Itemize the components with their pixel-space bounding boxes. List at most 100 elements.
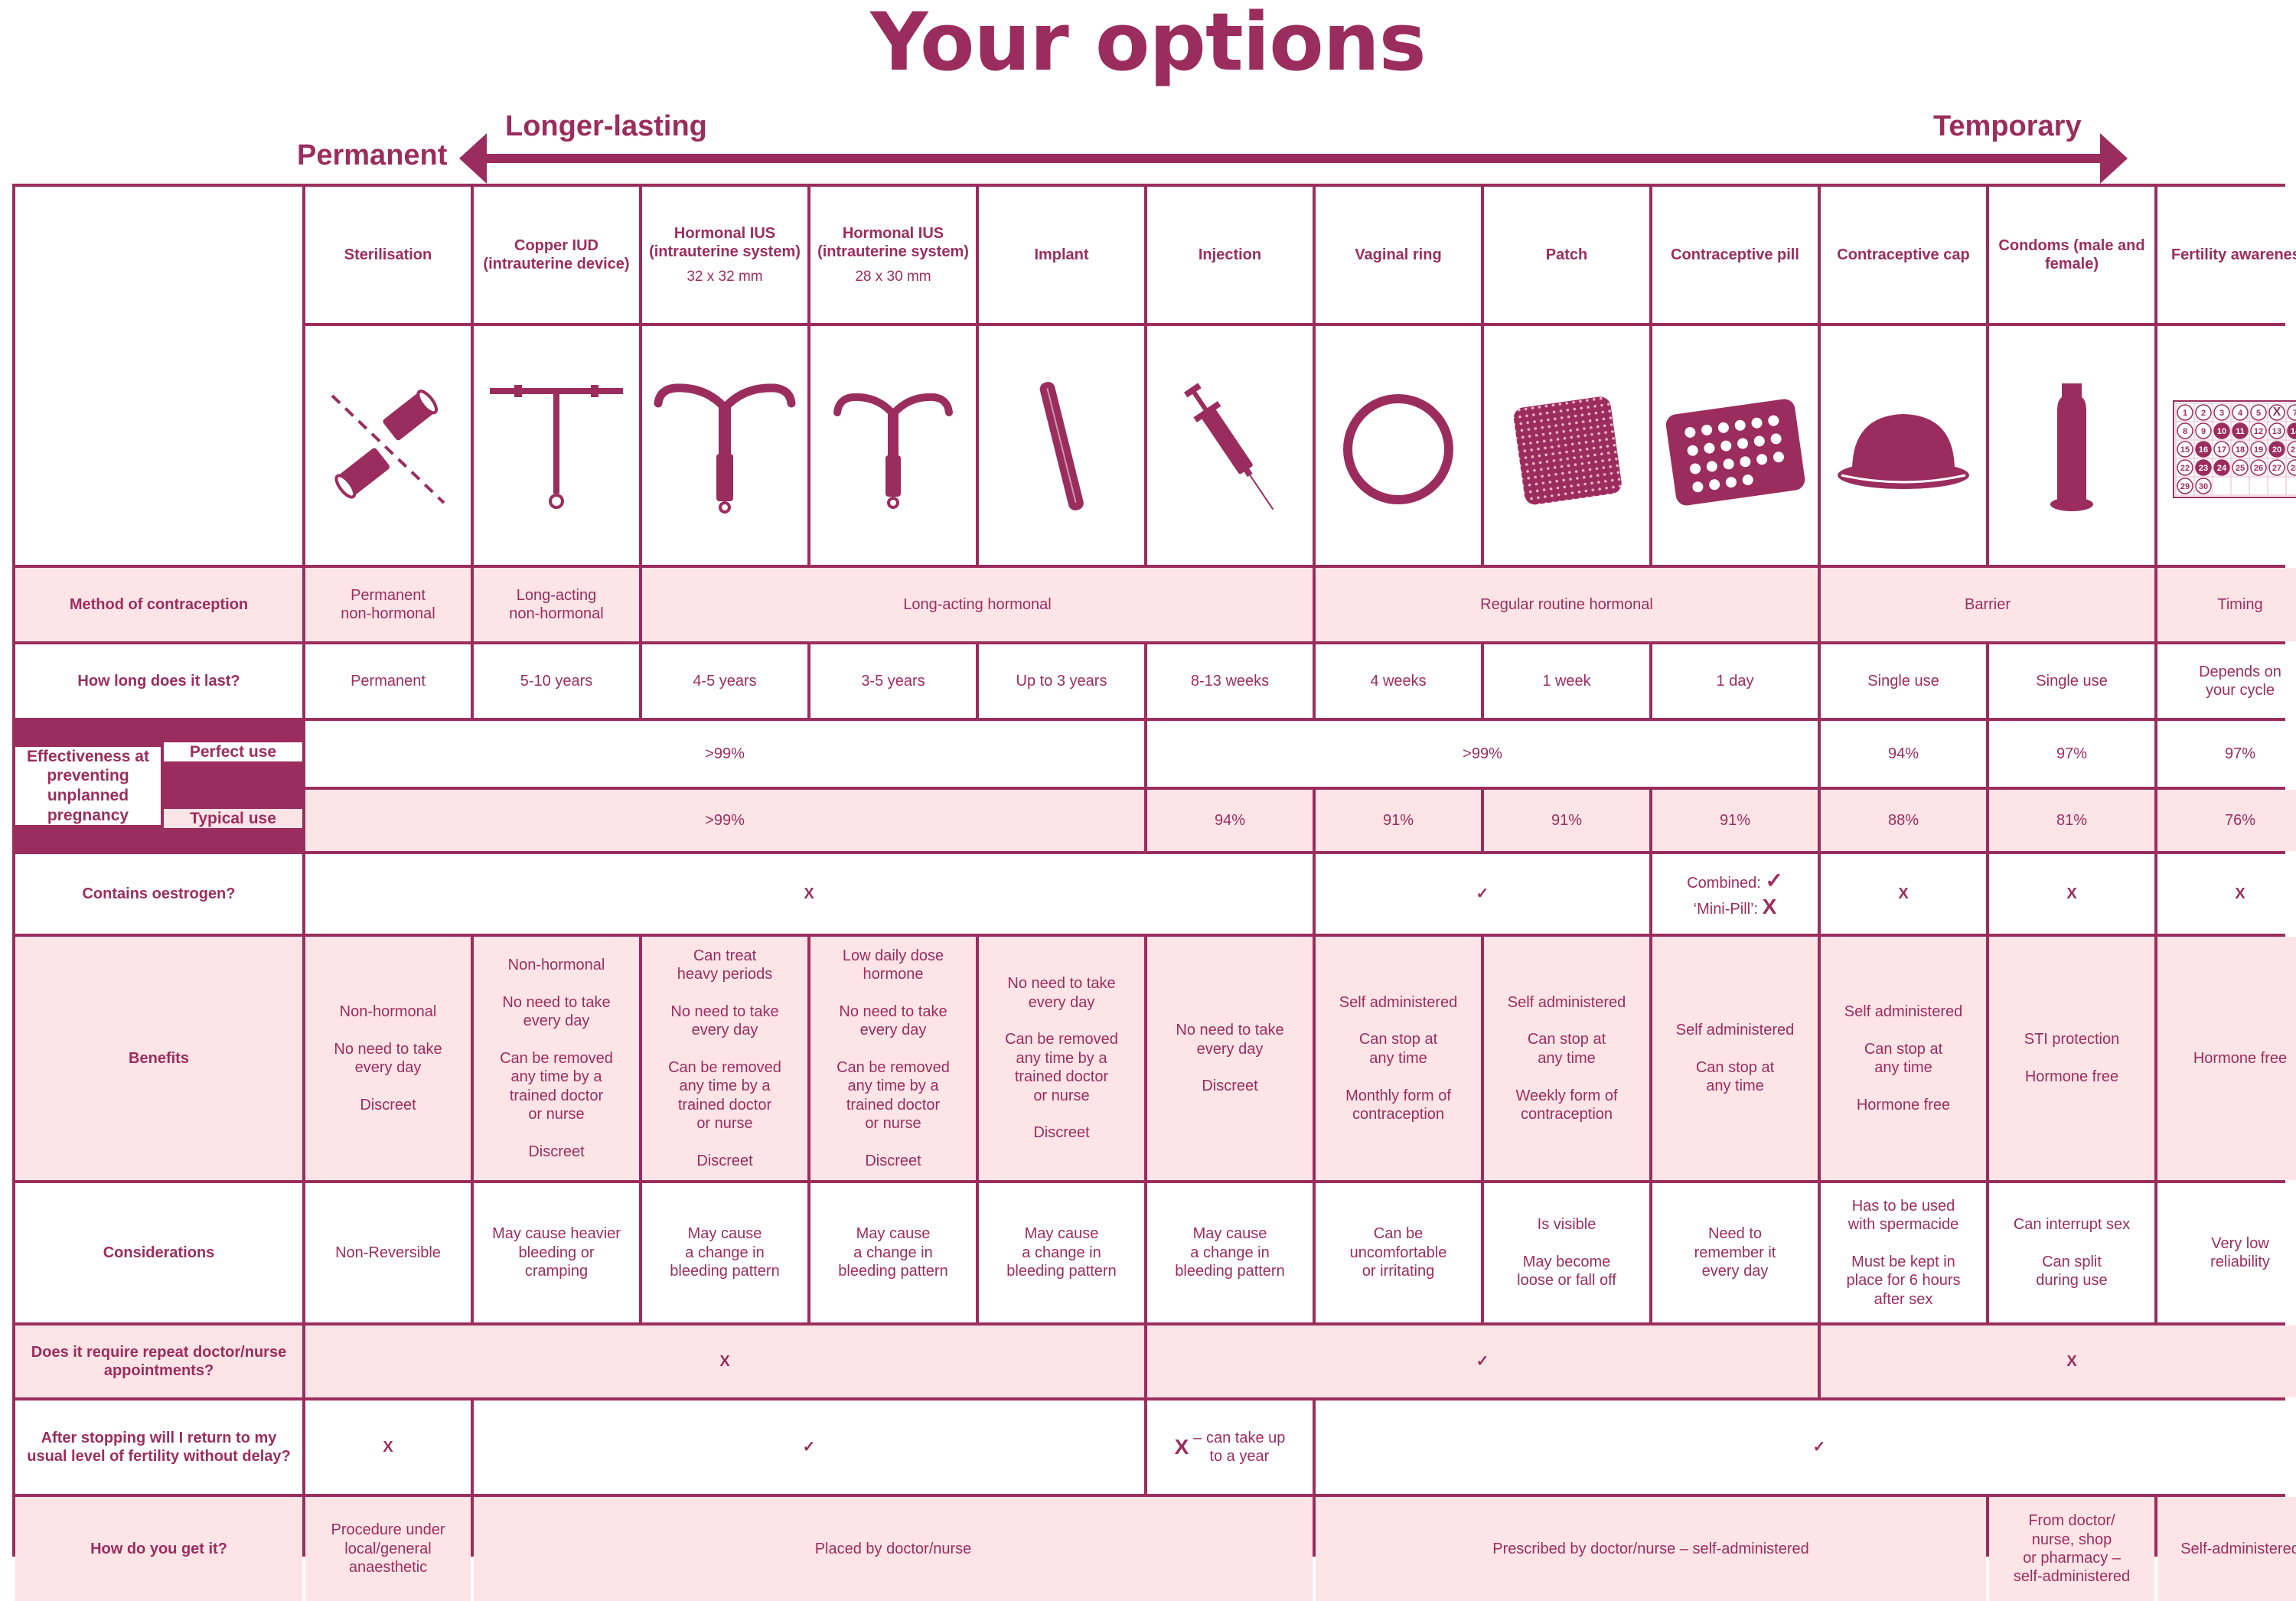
calendar-day-highlight xyxy=(2195,441,2212,458)
calendar-day-circle xyxy=(2268,459,2285,476)
header-pill: Contraceptive pill xyxy=(1652,187,1818,323)
typical-use-cell: >99% xyxy=(305,790,1144,851)
row-label-benefits: Benefits xyxy=(15,937,302,1180)
calendar-day-circle xyxy=(2195,422,2212,439)
typical-use-cell: 94% xyxy=(1147,790,1313,851)
calendar-day-number: 27 xyxy=(2272,464,2281,473)
calendar-icon: 12345X7891011121314151617181920212223242… xyxy=(2173,400,2296,498)
calendar-day-number: 14 xyxy=(2291,427,2296,436)
header-fertility-awareness: Fertility awareness xyxy=(2157,187,2296,323)
calendar-day-number: 28 xyxy=(2291,464,2296,473)
patch-icon xyxy=(1513,396,1622,505)
calendar-day-circle xyxy=(2177,404,2193,421)
no-mark: X xyxy=(1989,854,2154,934)
calendar-day-circle xyxy=(2287,459,2296,476)
benefits-cell: Low daily dose hormone No need to take e… xyxy=(810,937,976,1180)
typical-use-cell: 76% xyxy=(2157,790,2296,851)
duration-cell: 3-5 years xyxy=(810,644,976,718)
method-cell: Long-acting non-hormonal xyxy=(474,568,639,641)
calendar-day-circle xyxy=(2177,459,2193,476)
benefits-cell: STI protection Hormone free xyxy=(1989,937,2154,1180)
no-mark: X xyxy=(1762,895,1777,918)
method-cell: Timing xyxy=(2157,568,2296,641)
calendar-day-circle xyxy=(2177,422,2193,439)
considerations-cell: Can be uncomfortable or irritating xyxy=(1316,1183,1481,1322)
duration-cell: 4 weeks xyxy=(1316,644,1481,718)
header-copper-iud: Copper IUD (intrauterine device) xyxy=(474,187,639,323)
page-title: Your options xyxy=(870,0,1426,89)
no-mark: X xyxy=(1821,1325,2296,1397)
cap-image xyxy=(1821,326,1986,565)
calendar-day-number: 29 xyxy=(2180,482,2190,491)
duration-cell: Single use xyxy=(1821,644,1986,718)
calendar-day-highlight xyxy=(2287,422,2296,439)
header-implant: Implant xyxy=(979,187,1144,323)
typical-use-cell: 91% xyxy=(1316,790,1481,851)
corner-blank xyxy=(15,187,302,565)
header-condoms: Condoms (male and female) xyxy=(1989,187,2154,323)
typical-use-cell: 91% xyxy=(1484,790,1649,851)
duration-cell: 8-13 weeks xyxy=(1147,644,1313,718)
header-sterilisation: Sterilisation xyxy=(305,187,471,323)
benefits-cell: Self administered Can stop at any time xyxy=(1652,937,1818,1180)
longer-lasting-label: Longer-lasting xyxy=(505,110,707,142)
row-label-typical-use: Typical use xyxy=(164,808,302,829)
calendar-day-highlight xyxy=(2195,459,2212,476)
calendar-day-highlight xyxy=(2213,422,2230,439)
calendar-day-number: 12 xyxy=(2254,427,2263,436)
duration-cell: 4-5 years xyxy=(642,644,807,718)
access-cell: Placed by doctor/nurse xyxy=(474,1497,1313,1601)
considerations-cell: May cause a change in bleeding pattern xyxy=(642,1183,807,1322)
no-mark: X xyxy=(1174,1434,1189,1459)
calendar-day-number: 8 xyxy=(2183,427,2187,436)
sterilisation-image xyxy=(305,326,471,565)
calendar-day-number: 25 xyxy=(2236,464,2245,473)
calendar-day-number: 19 xyxy=(2254,445,2263,455)
check-mark: ✓ xyxy=(1765,868,1783,892)
condom-icon xyxy=(2050,383,2093,511)
calendar-day-number: 10 xyxy=(2217,427,2226,436)
access-cell: Self-administered xyxy=(2157,1497,2296,1601)
sterilisation-icon xyxy=(331,390,445,504)
perfect-use-cell: 97% xyxy=(1989,721,2154,787)
calendar-day-circle xyxy=(2177,441,2193,458)
implant-icon xyxy=(1039,382,1084,510)
syringe-icon xyxy=(1183,383,1274,510)
header-vaginal-ring: Vaginal ring xyxy=(1316,187,1481,323)
typical-use-cell: 81% xyxy=(1989,790,2154,851)
benefits-cell: Non-hormonal No need to take every day D… xyxy=(305,937,471,1180)
calendar-day-highlight xyxy=(2213,459,2230,476)
effectiveness-group: Effectiveness at preventing unplanned pr… xyxy=(15,721,302,851)
perfect-use-cell: 97% xyxy=(2157,721,2296,787)
duration-cell: 1 day xyxy=(1652,644,1818,718)
check-mark: ✓ xyxy=(474,1400,1144,1494)
pill-oestrogen-cell: Combined: ✓ ‘Mini-Pill’: X xyxy=(1652,854,1818,934)
considerations-cell: May cause a change in bleeding pattern xyxy=(810,1183,976,1322)
access-cell: Procedure under local/general anaestheti… xyxy=(305,1497,471,1601)
hormonal-ius-small-image xyxy=(810,326,976,565)
no-mark: X xyxy=(1821,854,1986,934)
benefits-cell: Hormone free xyxy=(2157,937,2296,1180)
calendar-day-number: 17 xyxy=(2217,445,2226,455)
calendar-day-circle xyxy=(2287,441,2296,458)
considerations-cell: May cause a change in bleeding pattern xyxy=(979,1183,1144,1322)
calendar-day-number: 2 xyxy=(2201,409,2206,418)
permanent-label: Permanent xyxy=(297,139,448,171)
pill-pack-icon xyxy=(1665,399,1805,506)
calendar-day-number: 18 xyxy=(2236,445,2245,455)
calendar-day-number: 7 xyxy=(2293,409,2296,418)
considerations-cell: Very low reliability xyxy=(2157,1183,2296,1322)
row-label-considerations: Considerations xyxy=(15,1183,302,1322)
double-arrow-icon xyxy=(459,133,2128,184)
perfect-use-cell: >99% xyxy=(1147,721,1818,787)
considerations-cell: Is visible May become loose or fall off xyxy=(1484,1183,1649,1322)
pill-image xyxy=(1652,326,1818,565)
condom-image xyxy=(1989,326,2154,565)
calendar-day-highlight xyxy=(2268,441,2285,458)
benefits-cell: Self administered Can stop at any time M… xyxy=(1316,937,1481,1180)
considerations-cell: May cause a change in bleeding pattern xyxy=(1147,1183,1313,1322)
considerations-cell: Need to remember it every day xyxy=(1652,1183,1818,1322)
benefits-cell: Can treat heavy periods No need to take … xyxy=(642,937,807,1180)
method-cell: Regular routine hormonal xyxy=(1316,568,1818,641)
check-mark: ✓ xyxy=(1147,1325,1818,1397)
